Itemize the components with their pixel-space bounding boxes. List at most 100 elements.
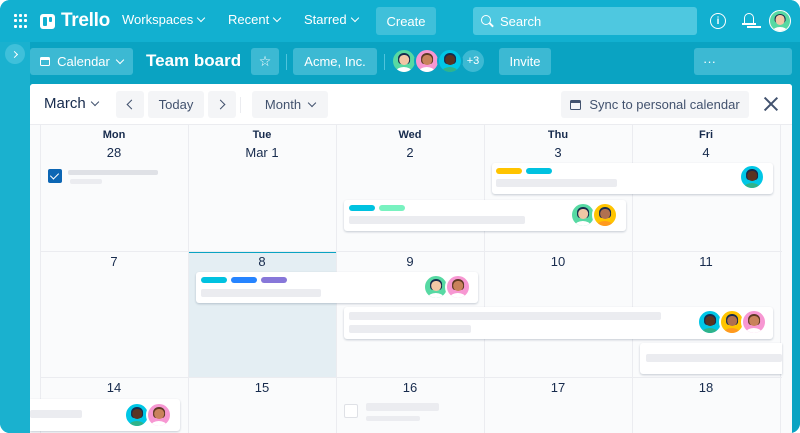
workspaces-menu[interactable]: Workspaces [122, 12, 206, 27]
member-avatar [423, 274, 449, 300]
card-members [570, 202, 618, 228]
card-members [423, 274, 471, 300]
chevron-down-icon [90, 97, 99, 106]
divider [286, 54, 287, 70]
calendar-toolbar: March Today Month Sync to personal calen… [30, 84, 792, 125]
unchecked-checkbox[interactable] [344, 404, 358, 418]
calendar-grid: Mon Tue Wed Thu Fri 28 Mar 1 2 3 4 7 8 9… [30, 125, 782, 433]
workspaces-label: Workspaces [122, 12, 194, 27]
day-number: 9 [406, 254, 414, 269]
chevron-left-icon [126, 99, 137, 110]
board-members[interactable]: +3 [391, 48, 486, 74]
workspace-button[interactable]: Acme, Inc. [293, 48, 377, 75]
view-mode-select[interactable]: Month [252, 91, 328, 118]
recent-menu[interactable]: Recent [228, 12, 282, 27]
weekday-fri: Fri [698, 129, 714, 141]
card-title-placeholder [30, 410, 82, 418]
member-avatar [570, 202, 596, 228]
calendar-icon [40, 57, 51, 66]
view-label: Calendar [57, 54, 110, 69]
close-icon[interactable] [763, 96, 779, 112]
checked-checkbox[interactable] [48, 169, 62, 183]
member-avatar [146, 402, 172, 428]
divider [240, 97, 241, 113]
month-selector[interactable]: March [44, 95, 99, 112]
card-title-placeholder [201, 289, 321, 297]
day-number: 8 [258, 254, 266, 269]
chevron-down-icon [197, 13, 206, 22]
sync-calendar-button[interactable]: Sync to personal calendar [561, 91, 749, 118]
member-avatar [124, 402, 150, 428]
weekday-mon: Mon [102, 129, 126, 141]
next-button[interactable] [208, 91, 236, 118]
day-number: 4 [702, 145, 710, 160]
task-placeholder[interactable] [366, 403, 439, 411]
task-placeholder [70, 179, 102, 184]
label-cyan [349, 205, 375, 211]
card-title-placeholder [349, 216, 525, 224]
info-icon[interactable]: i [710, 13, 726, 29]
trello-logo-icon [40, 13, 55, 29]
member-avatar [741, 309, 767, 335]
day-number: 16 [402, 380, 418, 395]
today-button[interactable]: Today [148, 91, 204, 118]
invite-button[interactable]: Invite [499, 48, 551, 75]
day-number: 10 [550, 254, 566, 269]
star-board-button[interactable]: ☆ [251, 48, 279, 75]
search-input[interactable]: Search [473, 7, 697, 35]
day-number: 14 [106, 380, 122, 395]
day-number: 11 [699, 254, 713, 269]
card-title-placeholder [646, 354, 782, 362]
label-yellow [496, 168, 522, 174]
starred-label: Starred [304, 12, 347, 27]
calendar-card[interactable] [344, 307, 773, 339]
star-icon: ☆ [258, 53, 272, 69]
today-cell[interactable] [188, 251, 336, 377]
board-title[interactable]: Team board [146, 51, 242, 70]
board-header: Calendar Team board ☆ Acme, Inc. +3 Invi… [30, 42, 800, 82]
search-icon [481, 15, 493, 27]
member-avatar[interactable] [391, 48, 417, 74]
recent-label: Recent [228, 12, 270, 27]
member-avatar [739, 164, 765, 190]
day-number: Mar 1 [245, 145, 279, 160]
calendar-icon [570, 99, 582, 110]
more-menu-button[interactable]: ··· [694, 48, 792, 75]
calendar-card[interactable] [30, 399, 180, 431]
previous-button[interactable] [116, 91, 144, 118]
chevron-down-icon [350, 13, 359, 22]
trello-logo[interactable]: Trello [40, 10, 110, 32]
card-members [697, 309, 767, 335]
more-members-count[interactable]: +3 [460, 48, 486, 74]
label-purple [261, 277, 287, 283]
weekday-tue: Tue [252, 129, 272, 141]
weekday-thu: Thu [547, 129, 569, 141]
day-number: 2 [406, 145, 414, 160]
search-placeholder: Search [500, 13, 542, 29]
calendar-card[interactable] [640, 343, 782, 374]
label-blue [231, 277, 257, 283]
weekday-wed: Wed [398, 129, 422, 141]
starred-menu[interactable]: Starred [304, 12, 359, 27]
bell-icon[interactable] [742, 12, 756, 28]
card-title-placeholder [349, 312, 661, 320]
task-placeholder[interactable] [68, 170, 158, 175]
calendar-card[interactable] [196, 272, 478, 303]
day-number: 28 [106, 145, 122, 160]
member-avatar[interactable] [437, 48, 463, 74]
chevron-right-icon [215, 99, 226, 110]
top-nav: Trello Workspaces Recent Starred Create … [0, 0, 800, 42]
create-button[interactable]: Create [376, 7, 436, 35]
calendar-card[interactable] [344, 200, 626, 231]
view-mode-label: Month [264, 97, 302, 112]
label-cyan [526, 168, 552, 174]
day-number: 15 [254, 380, 270, 395]
sidebar-expand-button[interactable] [5, 44, 25, 64]
apps-grid-icon[interactable] [14, 14, 28, 28]
calendar-card[interactable] [492, 163, 773, 194]
logo-text: Trello [61, 10, 110, 31]
user-avatar[interactable] [769, 10, 791, 32]
divider [384, 54, 385, 70]
view-switcher-button[interactable]: Calendar [30, 48, 133, 75]
